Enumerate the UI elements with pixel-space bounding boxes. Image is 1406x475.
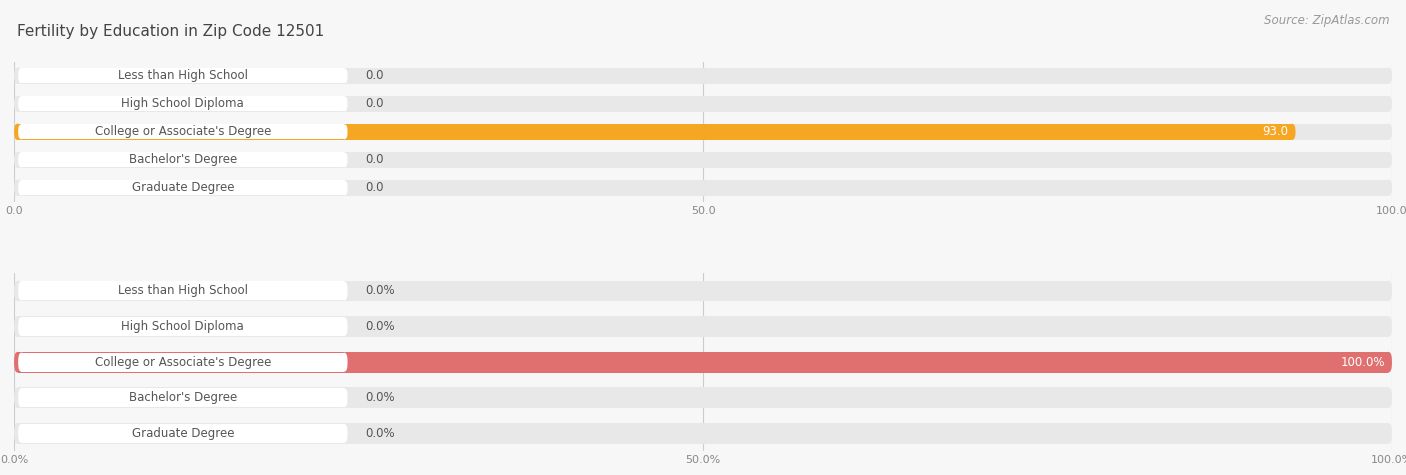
FancyBboxPatch shape: [342, 152, 347, 167]
FancyBboxPatch shape: [21, 317, 344, 336]
Text: 0.0: 0.0: [366, 69, 384, 82]
Text: College or Associate's Degree: College or Associate's Degree: [94, 125, 271, 138]
FancyBboxPatch shape: [1385, 352, 1392, 372]
Text: 0.0: 0.0: [366, 181, 384, 194]
FancyBboxPatch shape: [342, 352, 347, 372]
FancyBboxPatch shape: [14, 67, 21, 84]
FancyBboxPatch shape: [18, 67, 1388, 84]
Text: Graduate Degree: Graduate Degree: [132, 181, 235, 194]
FancyBboxPatch shape: [21, 352, 344, 372]
FancyBboxPatch shape: [21, 68, 344, 83]
Text: Bachelor's Degree: Bachelor's Degree: [129, 153, 238, 166]
Text: Bachelor's Degree: Bachelor's Degree: [129, 391, 238, 404]
Text: 0.0: 0.0: [366, 97, 384, 110]
Text: 0.0: 0.0: [366, 153, 384, 166]
FancyBboxPatch shape: [14, 152, 21, 168]
FancyBboxPatch shape: [18, 352, 1388, 372]
FancyBboxPatch shape: [18, 388, 1388, 408]
FancyBboxPatch shape: [21, 96, 344, 111]
FancyBboxPatch shape: [21, 180, 344, 195]
FancyBboxPatch shape: [14, 423, 21, 444]
FancyBboxPatch shape: [21, 124, 344, 139]
Text: College or Associate's Degree: College or Associate's Degree: [94, 356, 271, 369]
FancyBboxPatch shape: [18, 317, 24, 336]
FancyBboxPatch shape: [1385, 67, 1392, 84]
FancyBboxPatch shape: [1385, 95, 1392, 112]
FancyBboxPatch shape: [1385, 180, 1392, 196]
FancyBboxPatch shape: [21, 152, 344, 167]
FancyBboxPatch shape: [18, 152, 24, 167]
FancyBboxPatch shape: [14, 180, 21, 196]
Text: 100.0%: 100.0%: [1340, 356, 1385, 369]
Text: Source: ZipAtlas.com: Source: ZipAtlas.com: [1264, 14, 1389, 27]
FancyBboxPatch shape: [342, 180, 347, 195]
FancyBboxPatch shape: [1385, 388, 1392, 408]
FancyBboxPatch shape: [18, 281, 1388, 301]
FancyBboxPatch shape: [342, 68, 347, 83]
FancyBboxPatch shape: [18, 424, 24, 443]
FancyBboxPatch shape: [18, 423, 1388, 444]
Text: Graduate Degree: Graduate Degree: [132, 427, 235, 440]
FancyBboxPatch shape: [342, 124, 347, 139]
FancyBboxPatch shape: [18, 152, 1388, 168]
FancyBboxPatch shape: [18, 352, 1388, 372]
Text: Less than High School: Less than High School: [118, 285, 247, 297]
FancyBboxPatch shape: [18, 316, 1388, 337]
Text: 0.0%: 0.0%: [366, 285, 395, 297]
Text: Fertility by Education in Zip Code 12501: Fertility by Education in Zip Code 12501: [17, 24, 325, 39]
FancyBboxPatch shape: [342, 96, 347, 111]
FancyBboxPatch shape: [18, 95, 1388, 112]
FancyBboxPatch shape: [18, 281, 24, 301]
FancyBboxPatch shape: [342, 281, 347, 301]
FancyBboxPatch shape: [1385, 423, 1392, 444]
FancyBboxPatch shape: [21, 424, 344, 443]
FancyBboxPatch shape: [1385, 281, 1392, 301]
FancyBboxPatch shape: [342, 424, 347, 443]
FancyBboxPatch shape: [1385, 152, 1392, 168]
Text: 0.0%: 0.0%: [366, 427, 395, 440]
Text: High School Diploma: High School Diploma: [121, 97, 245, 110]
FancyBboxPatch shape: [1385, 352, 1392, 372]
FancyBboxPatch shape: [18, 180, 24, 195]
FancyBboxPatch shape: [14, 388, 21, 408]
FancyBboxPatch shape: [14, 95, 21, 112]
FancyBboxPatch shape: [14, 281, 21, 301]
FancyBboxPatch shape: [14, 352, 21, 372]
FancyBboxPatch shape: [14, 352, 21, 372]
Text: Less than High School: Less than High School: [118, 69, 247, 82]
FancyBboxPatch shape: [18, 124, 1388, 140]
FancyBboxPatch shape: [18, 388, 24, 408]
FancyBboxPatch shape: [21, 388, 344, 408]
FancyBboxPatch shape: [18, 352, 24, 372]
FancyBboxPatch shape: [14, 316, 21, 337]
FancyBboxPatch shape: [18, 68, 24, 83]
FancyBboxPatch shape: [14, 124, 21, 140]
FancyBboxPatch shape: [342, 388, 347, 408]
FancyBboxPatch shape: [14, 124, 21, 140]
FancyBboxPatch shape: [1385, 124, 1392, 140]
FancyBboxPatch shape: [1385, 316, 1392, 337]
Text: 0.0%: 0.0%: [366, 320, 395, 333]
Text: 0.0%: 0.0%: [366, 391, 395, 404]
FancyBboxPatch shape: [342, 317, 347, 336]
FancyBboxPatch shape: [18, 180, 1388, 196]
Text: High School Diploma: High School Diploma: [121, 320, 245, 333]
Text: 93.0: 93.0: [1263, 125, 1289, 138]
FancyBboxPatch shape: [1288, 124, 1295, 140]
FancyBboxPatch shape: [18, 124, 24, 139]
FancyBboxPatch shape: [18, 124, 1292, 140]
FancyBboxPatch shape: [21, 281, 344, 301]
FancyBboxPatch shape: [18, 96, 24, 111]
